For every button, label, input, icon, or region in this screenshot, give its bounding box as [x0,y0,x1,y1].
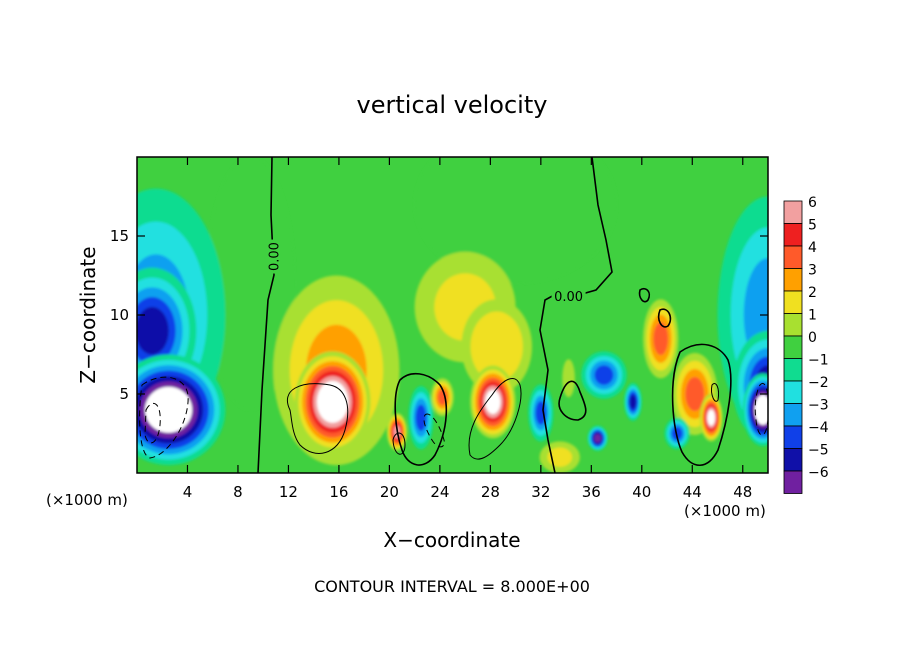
colorbar-label: −6 [808,465,829,481]
contour-8-closed [711,383,719,402]
colorbar-label: 2 [808,285,817,301]
field-band [479,323,514,370]
zero-contour-closed [394,372,448,466]
contour-8-closed [287,383,349,454]
colorbar-swatch [783,403,803,427]
colorbar-swatch [783,470,803,494]
contour-label: 0.00 [265,239,282,274]
colorbar-label: −1 [808,353,829,369]
colorbar-swatch [783,380,803,404]
x-tick-label: 16 [329,483,348,501]
field-band [206,157,295,410]
colorbar-label: 0 [808,330,817,346]
colorbar-swatch [783,268,803,292]
field-band [562,359,575,398]
contour-label: 0.00 [551,288,586,305]
field-band [629,394,637,410]
zero-contour-closed [558,380,587,421]
positive-contours [287,378,719,460]
colorbar-swatch [783,200,803,224]
field-band [707,409,715,426]
y-axis-label: Z−coordinate [76,246,100,383]
contour-label-text: 0.00 [267,242,282,271]
zero-contour-closed [657,308,672,328]
colorbar-swatch [783,245,803,269]
field-band [756,398,768,422]
colorbar-label: 1 [808,308,817,324]
x-tick-label: 28 [481,483,500,501]
x-axis-label: X−coordinate [383,528,520,552]
x-tick-label: 12 [279,483,298,501]
x-tick-label: 4 [183,483,193,501]
contour-neg8-closed [754,382,768,436]
negative-contours [139,376,768,459]
x-tick-label: 48 [733,483,752,501]
field-band [485,389,501,414]
x-tick-label: 20 [380,483,399,501]
field-band [653,322,669,356]
x-axis-unit-left: (×1000 m) [46,491,128,509]
contour-interval-note: CONTOUR INTERVAL = 8.000E+00 [314,577,590,596]
colorbar-label: −2 [808,375,829,391]
field-band [671,426,683,441]
chart-title: vertical velocity [357,91,548,119]
contour-label-backdrop [265,239,281,274]
x-tick-label: 40 [632,483,651,501]
colorbar-label: −5 [808,443,829,459]
field-band [150,392,187,428]
contour-label-backdrop [551,288,586,304]
field-band [594,433,602,443]
y-tick-label: 5 [119,385,129,403]
x-axis-ticks: 4 8 12 16 20 24 28 32 36 40 44 48 [183,157,752,501]
field-band [137,307,169,355]
colorbar-swatch [783,448,803,472]
colorbar-swatch [783,290,803,314]
contour-neg16-closed [144,402,161,444]
colorbar: 6 5 4 3 2 1 0 −1 −2 −3 −4 −5 −6 [783,195,829,494]
y-tick-label: 10 [110,306,129,324]
colorbar-swatch [783,425,803,449]
colorbar-label: −4 [808,420,829,436]
zero-contour-closed [638,287,651,303]
x-tick-label: 24 [430,483,449,501]
heatmap-field [137,157,768,473]
y-tick-label: 15 [110,227,129,245]
contour-8-closed [468,378,522,460]
colorbar-label: 6 [808,195,817,211]
colorbar-swatch [783,313,803,337]
y-axis-ticks: 5 10 15 [110,227,768,403]
contour-neg8-closed [423,413,445,448]
field-band [547,447,573,467]
x-tick-label: 36 [582,483,601,501]
field-band [320,385,345,418]
field-band [415,404,427,431]
contour-neg8-closed [139,376,189,459]
field-band [685,376,705,412]
colorbar-label: 4 [808,240,817,256]
field-band [594,365,614,385]
x-tick-label: 44 [683,483,702,501]
colorbar-label: −3 [808,398,829,414]
colorbar-swatch [783,358,803,382]
colorbar-label: 5 [808,218,817,234]
colorbar-swatch [783,223,803,247]
colorbar-swatch [783,335,803,359]
contour-label-text: 0.00 [554,290,583,305]
contour-labels: 0.00 0.00 [265,239,586,305]
x-tick-label: 32 [531,483,550,501]
x-tick-label: 8 [233,483,243,501]
zero-contour-closed [671,343,732,467]
colorbar-label: 3 [808,263,817,279]
x-axis-unit-right: (×1000 m) [684,502,766,520]
contour-8-closed [392,432,406,455]
field-band [414,157,617,284]
zero-contour-left [257,157,275,473]
